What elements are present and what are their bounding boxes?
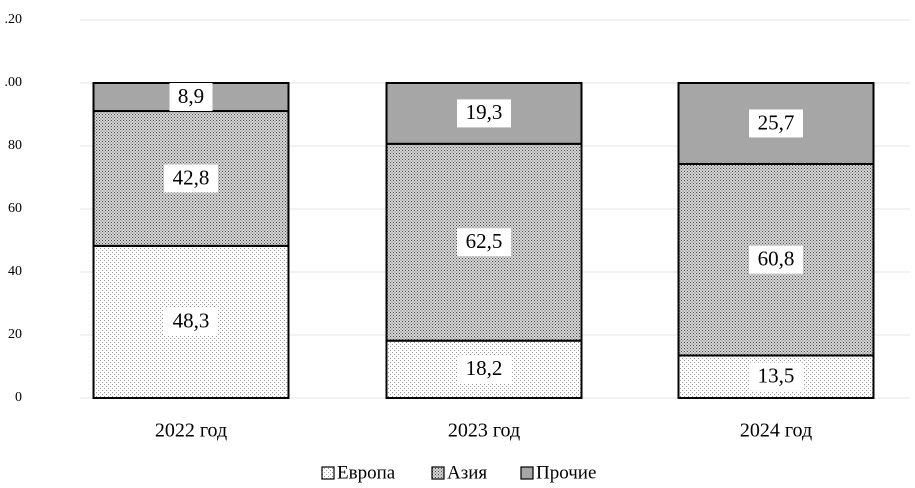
x-tick-label: 2022 год bbox=[155, 420, 227, 442]
value-label-box bbox=[457, 99, 511, 128]
y-tick-label: 20 bbox=[8, 327, 22, 342]
y-tick-label: 40 bbox=[8, 264, 22, 279]
value-label: 42,8 bbox=[173, 165, 210, 189]
value-label-box bbox=[457, 355, 511, 384]
legend-swatch bbox=[321, 466, 335, 480]
y-tick-label: 80 bbox=[8, 138, 22, 153]
value-label: 8,9 bbox=[178, 84, 204, 108]
value-label: 13,5 bbox=[758, 364, 795, 388]
y-tick-label: .00 bbox=[5, 75, 23, 90]
y-tick-label: 0 bbox=[15, 390, 22, 405]
value-label: 48,3 bbox=[173, 309, 210, 333]
legend-swatch bbox=[520, 466, 534, 480]
value-label: 25,7 bbox=[758, 110, 795, 134]
value-label: 18,2 bbox=[466, 356, 503, 380]
value-label-box bbox=[164, 307, 218, 336]
value-label: 62,5 bbox=[466, 229, 503, 253]
y-tick-label: 60 bbox=[8, 201, 22, 216]
value-label: 60,8 bbox=[758, 247, 795, 271]
legend-label: Прочие bbox=[536, 462, 596, 483]
y-tick-label: .20 bbox=[5, 12, 23, 27]
legend-swatch bbox=[431, 466, 445, 480]
value-label: 19,3 bbox=[466, 100, 503, 124]
legend-label: Азия bbox=[447, 462, 487, 483]
value-label-box bbox=[169, 83, 213, 112]
value-label-box bbox=[457, 228, 511, 257]
x-tick-label: 2023 год bbox=[448, 420, 520, 442]
value-label-box bbox=[749, 109, 803, 138]
value-label-box bbox=[164, 164, 218, 193]
legend-label: Европа bbox=[337, 462, 396, 483]
x-tick-label: 2024 год bbox=[740, 420, 812, 442]
value-label-box bbox=[749, 245, 803, 274]
value-label-box bbox=[749, 362, 803, 391]
